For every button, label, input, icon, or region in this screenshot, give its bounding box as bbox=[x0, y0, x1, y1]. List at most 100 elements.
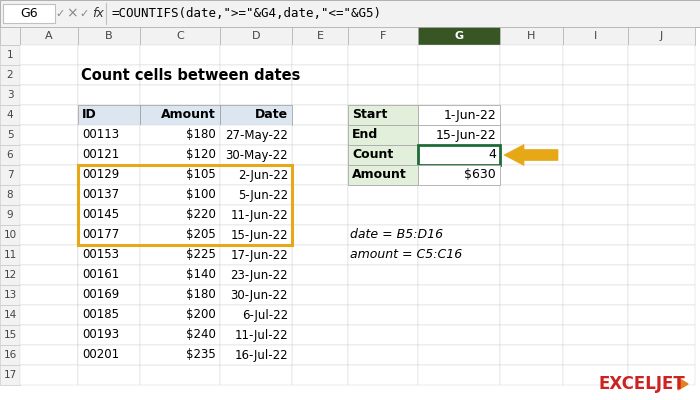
FancyBboxPatch shape bbox=[348, 345, 418, 365]
FancyBboxPatch shape bbox=[140, 105, 220, 125]
FancyBboxPatch shape bbox=[292, 45, 348, 65]
FancyBboxPatch shape bbox=[348, 365, 418, 385]
FancyBboxPatch shape bbox=[78, 345, 140, 365]
FancyBboxPatch shape bbox=[348, 225, 418, 245]
FancyBboxPatch shape bbox=[563, 285, 628, 305]
FancyBboxPatch shape bbox=[500, 65, 563, 85]
FancyBboxPatch shape bbox=[220, 345, 292, 365]
Text: Count: Count bbox=[352, 148, 393, 162]
FancyBboxPatch shape bbox=[500, 185, 563, 205]
Text: 00121: 00121 bbox=[82, 148, 119, 162]
Text: =COUNTIFS(date,">="&G4,date,"<="&G5): =COUNTIFS(date,">="&G4,date,"<="&G5) bbox=[112, 7, 382, 20]
Text: 00177: 00177 bbox=[82, 228, 119, 242]
FancyBboxPatch shape bbox=[78, 325, 140, 345]
FancyBboxPatch shape bbox=[140, 185, 220, 205]
FancyBboxPatch shape bbox=[78, 27, 140, 45]
FancyBboxPatch shape bbox=[140, 205, 220, 225]
FancyBboxPatch shape bbox=[563, 205, 628, 225]
FancyBboxPatch shape bbox=[220, 365, 292, 385]
FancyBboxPatch shape bbox=[20, 285, 78, 305]
Text: 00185: 00185 bbox=[82, 308, 119, 322]
FancyBboxPatch shape bbox=[418, 125, 500, 145]
FancyBboxPatch shape bbox=[20, 305, 78, 325]
FancyBboxPatch shape bbox=[78, 245, 140, 265]
FancyBboxPatch shape bbox=[628, 365, 695, 385]
Text: 5: 5 bbox=[7, 130, 13, 140]
FancyBboxPatch shape bbox=[0, 345, 20, 365]
FancyBboxPatch shape bbox=[220, 27, 292, 45]
FancyBboxPatch shape bbox=[20, 225, 78, 245]
FancyBboxPatch shape bbox=[563, 165, 628, 185]
FancyBboxPatch shape bbox=[628, 27, 695, 45]
FancyBboxPatch shape bbox=[20, 45, 78, 65]
FancyBboxPatch shape bbox=[220, 245, 292, 265]
FancyBboxPatch shape bbox=[500, 85, 563, 105]
FancyBboxPatch shape bbox=[0, 285, 20, 305]
FancyBboxPatch shape bbox=[20, 125, 78, 145]
FancyBboxPatch shape bbox=[563, 345, 628, 365]
FancyBboxPatch shape bbox=[78, 105, 140, 125]
FancyBboxPatch shape bbox=[348, 105, 418, 125]
FancyBboxPatch shape bbox=[20, 245, 78, 265]
FancyBboxPatch shape bbox=[220, 165, 292, 185]
FancyBboxPatch shape bbox=[563, 105, 628, 125]
FancyBboxPatch shape bbox=[140, 245, 220, 265]
Text: B: B bbox=[105, 31, 113, 41]
FancyBboxPatch shape bbox=[628, 345, 695, 365]
FancyBboxPatch shape bbox=[348, 65, 418, 85]
FancyBboxPatch shape bbox=[500, 245, 563, 265]
Text: $105: $105 bbox=[186, 168, 216, 182]
FancyBboxPatch shape bbox=[292, 305, 348, 325]
FancyBboxPatch shape bbox=[500, 265, 563, 285]
FancyBboxPatch shape bbox=[628, 185, 695, 205]
FancyBboxPatch shape bbox=[220, 85, 292, 105]
Text: fx: fx bbox=[92, 7, 104, 20]
Text: 17: 17 bbox=[4, 370, 17, 380]
FancyBboxPatch shape bbox=[20, 27, 78, 45]
FancyBboxPatch shape bbox=[418, 105, 500, 125]
FancyBboxPatch shape bbox=[78, 225, 140, 245]
FancyBboxPatch shape bbox=[500, 27, 563, 45]
FancyBboxPatch shape bbox=[348, 305, 418, 325]
FancyBboxPatch shape bbox=[140, 265, 220, 285]
FancyBboxPatch shape bbox=[220, 305, 292, 325]
FancyBboxPatch shape bbox=[563, 185, 628, 205]
Text: 11-Jul-22: 11-Jul-22 bbox=[234, 328, 288, 342]
FancyBboxPatch shape bbox=[563, 27, 628, 45]
Polygon shape bbox=[678, 378, 688, 390]
Text: $240: $240 bbox=[186, 328, 216, 342]
FancyBboxPatch shape bbox=[563, 85, 628, 105]
Text: ID: ID bbox=[82, 108, 97, 122]
Text: 00129: 00129 bbox=[82, 168, 119, 182]
Text: G6: G6 bbox=[20, 7, 38, 20]
Text: F: F bbox=[380, 31, 386, 41]
Text: 27-May-22: 27-May-22 bbox=[225, 128, 288, 142]
FancyBboxPatch shape bbox=[0, 27, 20, 45]
FancyBboxPatch shape bbox=[563, 45, 628, 65]
FancyBboxPatch shape bbox=[78, 265, 140, 285]
FancyBboxPatch shape bbox=[0, 45, 20, 65]
FancyBboxPatch shape bbox=[628, 45, 695, 65]
Text: 15: 15 bbox=[4, 330, 17, 340]
FancyBboxPatch shape bbox=[348, 105, 418, 125]
FancyBboxPatch shape bbox=[220, 205, 292, 225]
FancyBboxPatch shape bbox=[292, 165, 348, 185]
FancyBboxPatch shape bbox=[418, 185, 500, 205]
FancyBboxPatch shape bbox=[0, 205, 20, 225]
FancyBboxPatch shape bbox=[140, 145, 220, 165]
FancyBboxPatch shape bbox=[220, 105, 292, 125]
Text: EXCELJET: EXCELJET bbox=[598, 375, 685, 393]
Text: 5-Jun-22: 5-Jun-22 bbox=[238, 188, 288, 202]
FancyBboxPatch shape bbox=[348, 165, 418, 185]
FancyBboxPatch shape bbox=[418, 165, 500, 185]
FancyBboxPatch shape bbox=[140, 225, 220, 245]
FancyBboxPatch shape bbox=[220, 185, 292, 205]
FancyBboxPatch shape bbox=[0, 305, 20, 325]
FancyBboxPatch shape bbox=[500, 345, 563, 365]
FancyBboxPatch shape bbox=[78, 85, 140, 105]
FancyBboxPatch shape bbox=[220, 125, 292, 145]
FancyBboxPatch shape bbox=[348, 185, 418, 205]
Text: 00137: 00137 bbox=[82, 188, 119, 202]
Text: 30-May-22: 30-May-22 bbox=[225, 148, 288, 162]
FancyBboxPatch shape bbox=[0, 245, 20, 265]
